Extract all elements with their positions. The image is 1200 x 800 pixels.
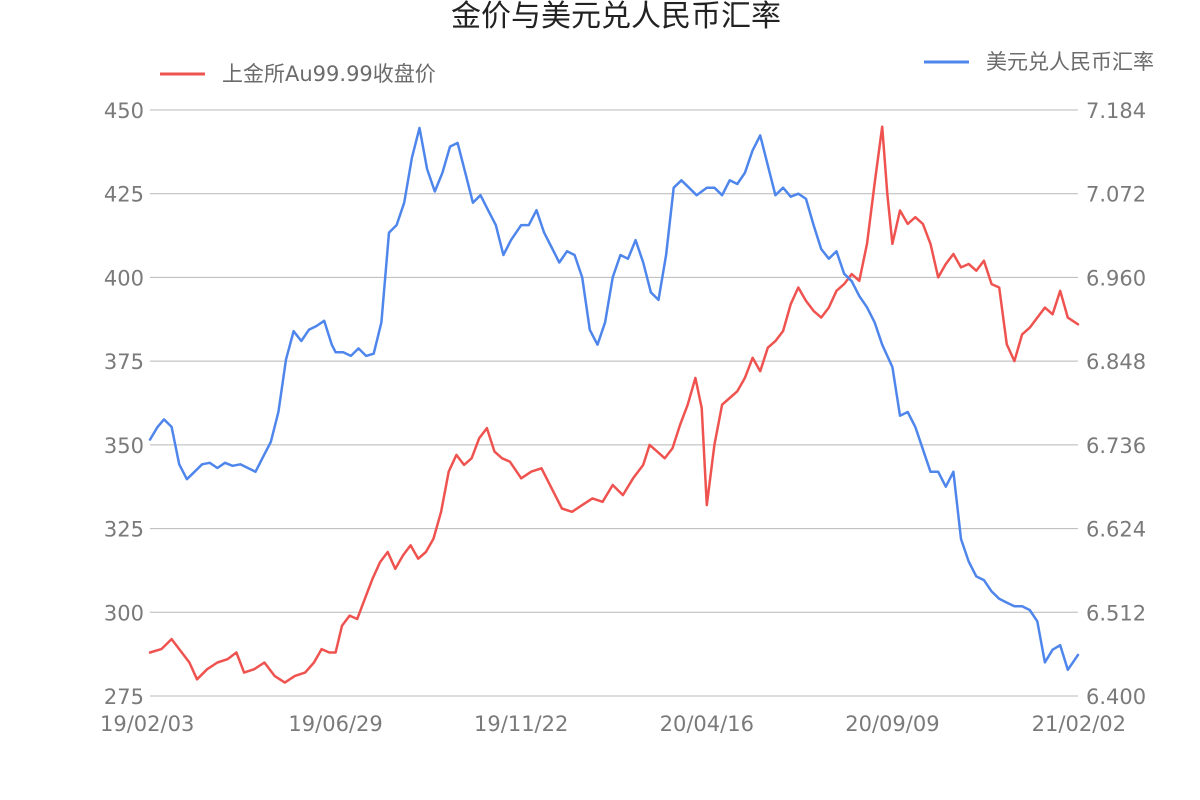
right-tick-label: 7.072	[1086, 183, 1146, 207]
right-tick-label: 6.960	[1086, 266, 1146, 290]
right-tick-label: 6.848	[1086, 350, 1146, 374]
left-tick-label: 275	[104, 685, 144, 709]
x-tick-label: 19/11/22	[474, 712, 568, 736]
left-axis-ticks: 275 300 325 350 375 400 425 450	[104, 99, 144, 709]
legend-label-gold: 上金所Au99.99收盘价	[222, 62, 436, 86]
x-axis-ticks: 19/02/03 19/06/29 19/11/22 20/04/16 20/09/09…	[100, 712, 1126, 736]
right-axis-ticks: 6.400 6.512 6.624 6.736 6.848 6.960 7.072 7.184	[1086, 99, 1146, 709]
right-tick-label: 7.184	[1086, 99, 1146, 123]
left-tick-label: 300	[104, 601, 144, 625]
chart-title: 金价与美元兑人民币汇率	[451, 0, 781, 34]
series-line-fx	[148, 126, 1080, 672]
left-tick-label: 350	[104, 434, 144, 458]
legend: 上金所Au99.99收盘价 美元兑人民币汇率	[160, 50, 1154, 86]
right-tick-label: 6.736	[1086, 434, 1146, 458]
legend-label-fx: 美元兑人民币汇率	[986, 50, 1154, 74]
gridlines	[150, 109, 1078, 697]
x-tick-label: 21/02/02	[1032, 712, 1126, 736]
left-tick-label: 425	[104, 183, 144, 207]
right-tick-label: 6.512	[1086, 601, 1146, 625]
x-tick-label: 20/09/09	[845, 712, 939, 736]
x-tick-label: 19/02/03	[100, 712, 194, 736]
right-tick-label: 6.624	[1086, 518, 1146, 542]
left-tick-label: 400	[104, 266, 144, 290]
right-tick-label: 6.400	[1086, 685, 1146, 709]
left-tick-label: 325	[104, 518, 144, 542]
x-tick-label: 20/04/16	[660, 712, 754, 736]
series-lines	[148, 125, 1080, 684]
left-tick-label: 450	[104, 99, 144, 123]
left-tick-label: 375	[104, 350, 144, 374]
x-tick-label: 19/06/29	[288, 712, 382, 736]
series-line-gold	[148, 125, 1080, 684]
